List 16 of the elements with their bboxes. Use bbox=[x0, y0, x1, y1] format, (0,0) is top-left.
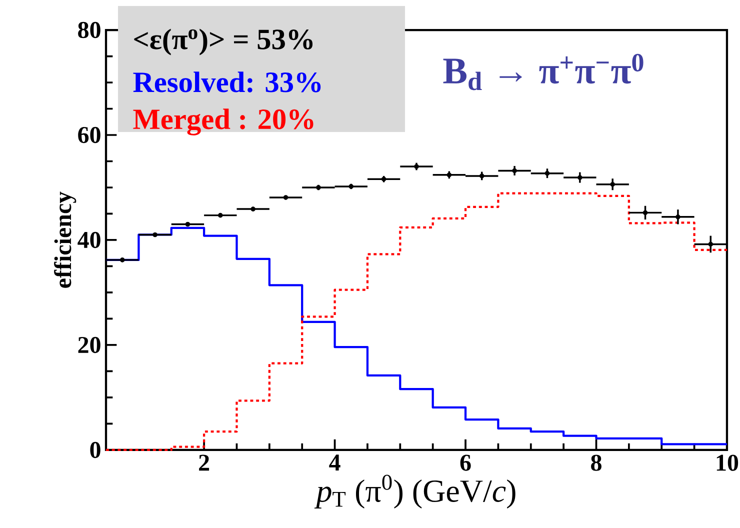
annotation: Merged : 20% bbox=[133, 108, 314, 136]
x-tick-label: 4 bbox=[329, 454, 340, 470]
x-tick-label: 2 bbox=[199, 454, 210, 471]
y-tick-label: 20 bbox=[78, 336, 100, 354]
x-axis-title: p$_{T}$ (π$^{0}$) (GeV/c) bbox=[314, 474, 516, 508]
x-tick-label: 10 bbox=[716, 454, 738, 471]
x-tick-label: 6 bbox=[460, 454, 471, 471]
text: B$_{d}$ → π$^{+}$π$^{−}$π$^{0}$ bbox=[443, 54, 644, 90]
y-tick-label: 60 bbox=[78, 126, 100, 144]
annotation: Resolved: 33% bbox=[133, 72, 321, 92]
y-tick-label: 0 bbox=[90, 442, 100, 458]
y-tick-label: 40 bbox=[78, 232, 100, 248]
x-tick-label: 8 bbox=[591, 454, 602, 471]
annotation: <ε(π$^{o}$)> = 53% bbox=[134, 28, 313, 56]
y-tick-label: 80 bbox=[78, 22, 100, 38]
y-axis-title: efficiency bbox=[54, 192, 76, 288]
